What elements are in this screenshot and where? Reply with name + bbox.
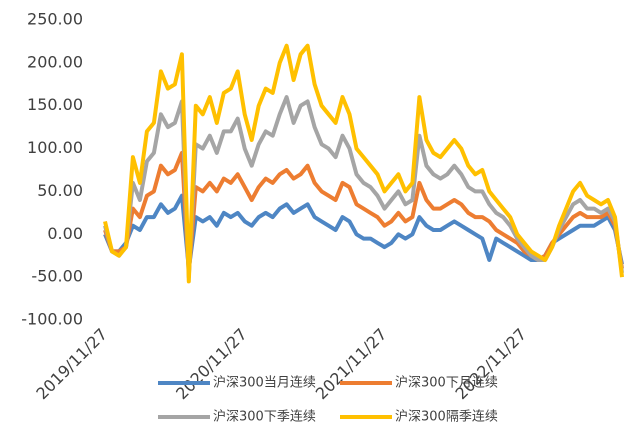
- x-tick-label: 2022/11/27: [452, 325, 531, 404]
- x-tick-label: 2019/11/27: [32, 325, 111, 404]
- y-tick-label: -50.00: [31, 267, 83, 286]
- legend-label: 沪深300下季连续: [213, 409, 316, 425]
- y-tick-label: 150.00: [27, 95, 83, 114]
- y-tick-label: 100.00: [27, 138, 83, 157]
- y-tick-label: -100.00: [21, 310, 83, 329]
- y-tick-label: 50.00: [37, 181, 83, 200]
- y-tick-label: 200.00: [27, 52, 83, 71]
- series-line: [103, 43, 624, 284]
- y-tick-label: 250.00: [27, 10, 83, 29]
- legend-label: 沪深300下月连续: [395, 375, 498, 391]
- legend-label: 沪深300隔季连续: [395, 409, 498, 425]
- legend-label: 沪深300当月连续: [213, 375, 316, 391]
- x-tick-label: 2020/11/27: [172, 325, 251, 404]
- x-tick-label: 2021/11/27: [312, 325, 391, 404]
- y-tick-label: 0.00: [47, 224, 83, 243]
